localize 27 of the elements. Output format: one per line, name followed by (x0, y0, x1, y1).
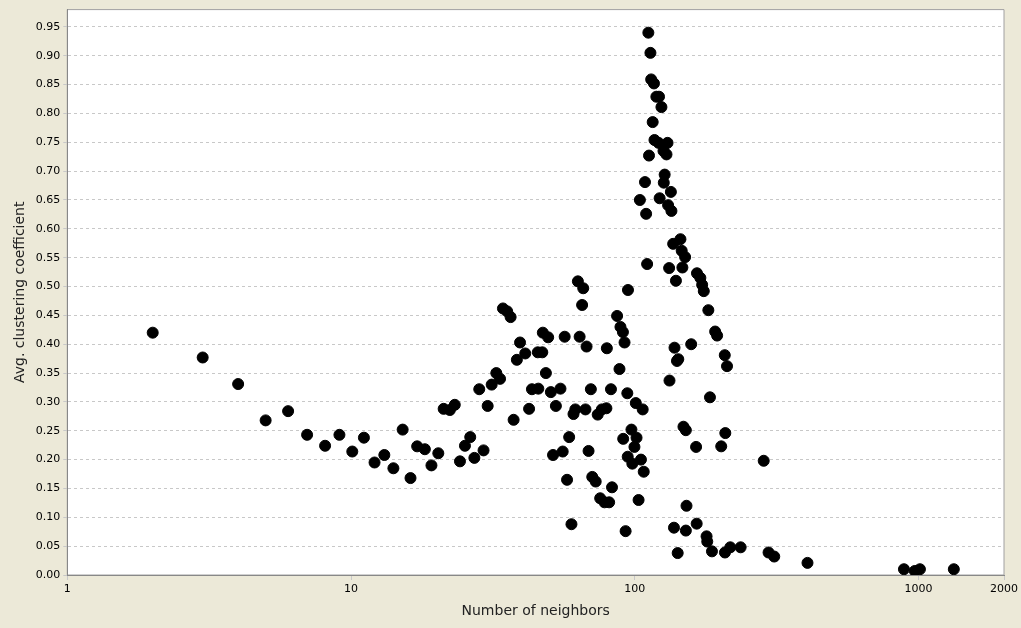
y-tick-label: 0.95 (35, 19, 61, 33)
y-tick-label: 0.15 (35, 481, 61, 495)
y-tick-label: 0.75 (35, 135, 61, 149)
y-tick-label: 0.30 (35, 394, 61, 408)
y-tick-label: 0.55 (35, 250, 61, 264)
y-tick-label: 0.35 (35, 365, 61, 379)
x-tick-label: 1000 (904, 582, 933, 596)
y-tick-label: 0.80 (35, 106, 61, 120)
y-axis-title: Avg. clustering coefficient (11, 201, 28, 384)
y-tick-label: 0.50 (35, 279, 61, 293)
x-tick-label: 100 (624, 582, 646, 596)
y-tick-label: 0.60 (35, 221, 61, 235)
y-tick-label: 0.85 (35, 77, 61, 91)
y-tick-label: 0.45 (35, 308, 61, 322)
y-tick-label: 0.65 (35, 192, 61, 206)
y-tick-label: 0.25 (35, 423, 61, 437)
y-tick-label: 0.20 (35, 452, 61, 466)
x-tick-label: 2000 (990, 582, 1018, 596)
y-tick-label: 0.05 (35, 539, 61, 553)
x-tick-label: 10 (344, 582, 359, 596)
y-tick-label: 0.70 (35, 164, 61, 177)
x-tick-label: 1 (63, 582, 71, 596)
x-axis-title: Number of neighbors (461, 602, 610, 619)
y-tick-label: 0.90 (35, 48, 61, 62)
y-tick-label: 0.40 (35, 337, 61, 351)
y-tick-label: 0.00 (35, 567, 61, 581)
y-tick-label: 0.10 (35, 510, 61, 524)
